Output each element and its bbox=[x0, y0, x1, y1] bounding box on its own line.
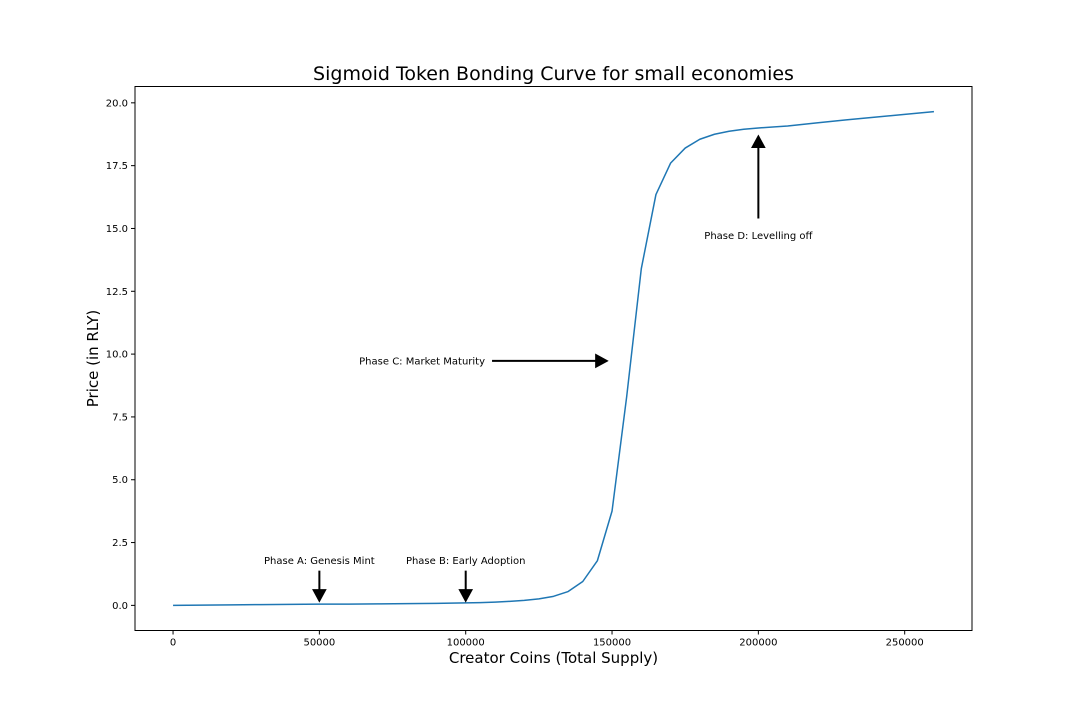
plot-area bbox=[134, 86, 973, 631]
y-tick-label: 20.0 bbox=[106, 98, 128, 109]
annotation-label: Phase D: Levelling off bbox=[704, 231, 813, 242]
annotation-label: Phase B: Early Adoption bbox=[406, 556, 526, 567]
y-tick-label: 2.5 bbox=[112, 538, 128, 549]
x-axis-label: Creator Coins (Total Supply) bbox=[449, 649, 658, 667]
annotation-label: Phase C: Market Maturity bbox=[359, 356, 485, 367]
x-tick-label: 250000 bbox=[886, 638, 924, 649]
series-layer bbox=[173, 110, 935, 607]
y-tick-label: 10.0 bbox=[106, 350, 128, 361]
y-tick-label: 0.0 bbox=[112, 601, 128, 612]
x-axis: 0 50000 100000 150000 200000 250000 bbox=[170, 630, 924, 649]
y-tick-label: 7.5 bbox=[112, 412, 128, 423]
y-tick-label: 5.0 bbox=[112, 475, 128, 486]
y-tick-label: 12.5 bbox=[106, 287, 128, 298]
y-axis: 0.0 2.5 5.0 7.5 10.0 12.5 15.0 17.5 20.0 bbox=[106, 98, 135, 612]
x-tick-label: 50000 bbox=[303, 638, 335, 649]
annotation-label: Phase A: Genesis Mint bbox=[264, 556, 375, 567]
x-tick-label: 200000 bbox=[739, 638, 777, 649]
series-line bbox=[173, 110, 935, 607]
x-tick-label: 150000 bbox=[593, 638, 631, 649]
annotation-arrow-head bbox=[595, 353, 609, 369]
annotation-arrow-head bbox=[751, 134, 766, 148]
annotation-arrow-head bbox=[458, 589, 474, 603]
x-tick-label: 0 bbox=[170, 638, 176, 649]
annotation-arrow-head bbox=[312, 589, 327, 603]
y-tick-label: 17.5 bbox=[106, 161, 128, 172]
annotation-layer: Phase A: Genesis Mint Phase B: Early Adop… bbox=[264, 134, 814, 603]
y-tick-label: 15.0 bbox=[106, 224, 128, 235]
y-axis-label: Price (in RLY) bbox=[84, 310, 102, 407]
x-tick-label: 100000 bbox=[447, 638, 485, 649]
chart-title: Sigmoid Token Bonding Curve for small ec… bbox=[313, 63, 794, 85]
